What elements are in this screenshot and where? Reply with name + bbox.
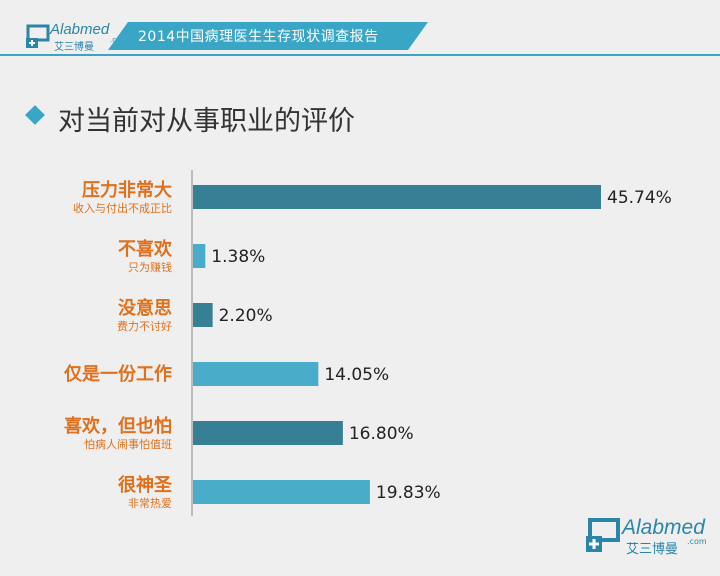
category-sublabel: 怕病人闹事怕值班: [84, 437, 172, 451]
value-label: 2.20%: [219, 306, 273, 326]
bar: [193, 421, 343, 445]
section-title: 对当前对从事职业的评价: [58, 106, 355, 137]
category-label: 很神圣: [118, 474, 173, 496]
category-sublabel: 费力不讨好: [117, 319, 172, 333]
category-label: 没意思: [118, 297, 172, 319]
footer-logo-icon: [586, 518, 620, 552]
logo-brand: Alabmed: [50, 21, 110, 38]
category-label: 仅是一份工作: [63, 363, 172, 385]
header-band: [108, 22, 428, 50]
bar: [193, 362, 319, 386]
header-rule: [0, 54, 720, 56]
bar: [193, 185, 601, 209]
bar: [193, 480, 370, 504]
bar: [193, 244, 206, 268]
value-label: 1.38%: [211, 247, 265, 267]
diamond-bullet-icon: [25, 105, 45, 125]
category-label: 不喜欢: [118, 239, 173, 260]
value-label: 19.83%: [376, 483, 441, 503]
category-label: 喜欢，但也怕: [64, 415, 172, 437]
logo-cn: 艾三博曼: [54, 42, 94, 53]
footer-logo-cn: 艾三博曼: [626, 542, 679, 557]
footer-logo-suffix: .com: [687, 537, 707, 546]
category-sublabel: 收入与付出不成正比: [73, 201, 172, 215]
value-label: 45.74%: [607, 188, 672, 208]
report-title: 2014中国病理医生生存现状调查报告: [138, 29, 379, 45]
footer-logo: Alabmed 艾三博曼 .com: [584, 514, 709, 558]
logo-icon: [26, 24, 50, 48]
category-sublabel: 只为赚钱: [128, 260, 172, 274]
footer-logo-brand: Alabmed: [622, 516, 705, 539]
category-label: 压力非常大: [82, 179, 172, 201]
bar: [193, 303, 213, 327]
value-label: 16.80%: [349, 424, 414, 444]
value-label: 14.05%: [324, 365, 389, 385]
category-sublabel: 非常热爱: [128, 497, 172, 510]
